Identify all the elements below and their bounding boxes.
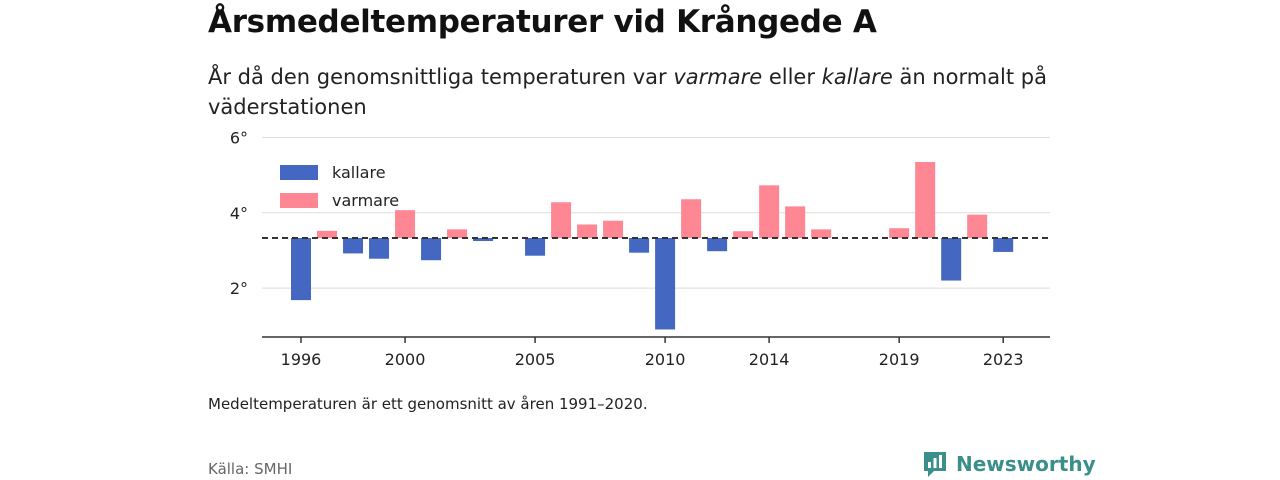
bar-varmare-1997 (317, 230, 338, 239)
bar-kallare-2005 (525, 238, 546, 256)
x-tick-label: 1996 (281, 350, 322, 369)
bar-kallare-2009 (629, 238, 650, 253)
legend-label-varmare: varmare (332, 191, 399, 210)
subtitle-text-3: än normalt på väderstationen (208, 65, 1047, 119)
y-tick-label: 4° (230, 204, 248, 223)
subtitle-text-2: eller (762, 65, 822, 89)
bar-varmare-2015 (785, 206, 806, 239)
bar-varmare-2008 (603, 220, 624, 239)
bar-varmare-2019 (889, 228, 910, 239)
bar-varmare-2007 (577, 224, 598, 239)
bar-varmare-2000 (395, 210, 416, 239)
x-tick-label: 2000 (385, 350, 426, 369)
brand-name: Newsworthy (956, 452, 1096, 476)
chart-title: Årsmedeltemperaturer vid Krångede A (208, 4, 877, 40)
x-tick-label: 2014 (749, 350, 790, 369)
subtitle-emphasis-warmer: varmare (673, 65, 763, 89)
x-tick-label: 2005 (515, 350, 556, 369)
bar-varmare-2013 (733, 231, 754, 239)
chart-subtitle: År då den genomsnittliga temperaturen va… (208, 62, 1068, 122)
bar-kallare-2023 (993, 238, 1014, 252)
bar-varmare-2022 (967, 214, 988, 239)
bar-kallare-2021 (941, 238, 962, 281)
legend-label-kallare: kallare (332, 163, 386, 182)
subtitle-text-1: År då den genomsnittliga temperaturen va… (208, 65, 674, 89)
bar-kallare-2010 (655, 238, 676, 330)
bar-kallare-1998 (343, 238, 364, 254)
bar-varmare-2002 (447, 229, 468, 239)
bar-varmare-2016 (811, 229, 832, 239)
bar-kallare-2001 (421, 238, 442, 261)
y-tick-label: 2° (230, 279, 248, 298)
x-tick-label: 2010 (645, 350, 686, 369)
subtitle-emphasis-colder: kallare (821, 65, 893, 89)
x-tick-label: 2023 (983, 350, 1024, 369)
y-tick-label: 6° (230, 129, 248, 148)
bar-varmare-2006 (551, 202, 572, 239)
legend-swatch-varmare (280, 193, 318, 208)
bar-kallare-2003 (473, 238, 494, 242)
chart-source: Källa: SMHI (208, 460, 293, 478)
bar-varmare-2011 (681, 199, 702, 239)
bar-kallare-1999 (369, 238, 390, 259)
bar-varmare-2020 (915, 161, 936, 239)
brand-logo: Newsworthy (922, 450, 1096, 478)
x-tick-label: 2019 (879, 350, 920, 369)
bar-varmare-2014 (759, 185, 780, 239)
legend-swatch-kallare (280, 165, 318, 180)
newsworthy-logo-icon (924, 452, 946, 477)
chart-note: Medeltemperaturen är ett genomsnitt av å… (208, 395, 648, 413)
bar-kallare-1996 (291, 238, 312, 301)
bar-kallare-2012 (707, 238, 728, 252)
